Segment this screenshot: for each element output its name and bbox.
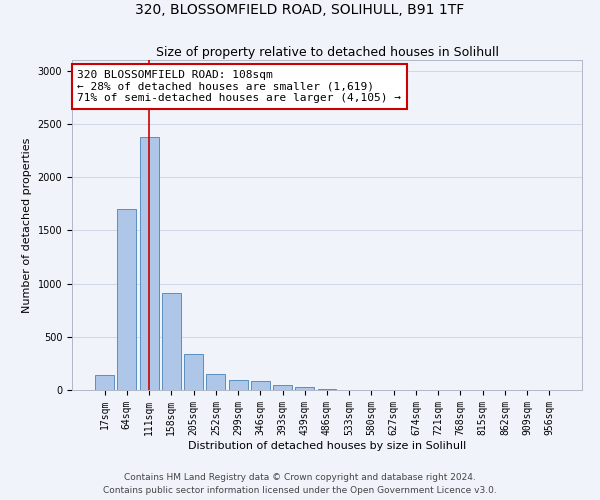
Text: 320, BLOSSOMFIELD ROAD, SOLIHULL, B91 1TF: 320, BLOSSOMFIELD ROAD, SOLIHULL, B91 1T…: [136, 2, 464, 16]
Bar: [229, 380, 248, 390]
Bar: [251, 381, 270, 390]
Bar: [162, 293, 181, 390]
Bar: [206, 374, 225, 390]
Bar: [118, 209, 136, 390]
Y-axis label: Number of detached properties: Number of detached properties: [22, 138, 32, 312]
Bar: [184, 354, 203, 390]
Title: Size of property relative to detached houses in Solihull: Size of property relative to detached ho…: [155, 46, 499, 59]
Text: Contains HM Land Registry data © Crown copyright and database right 2024.
Contai: Contains HM Land Registry data © Crown c…: [103, 474, 497, 495]
Bar: [140, 136, 158, 390]
Bar: [273, 385, 292, 390]
Bar: [295, 387, 314, 390]
Text: 320 BLOSSOMFIELD ROAD: 108sqm
← 28% of detached houses are smaller (1,619)
71% o: 320 BLOSSOMFIELD ROAD: 108sqm ← 28% of d…: [77, 70, 401, 103]
Bar: [95, 375, 114, 390]
X-axis label: Distribution of detached houses by size in Solihull: Distribution of detached houses by size …: [188, 440, 466, 450]
